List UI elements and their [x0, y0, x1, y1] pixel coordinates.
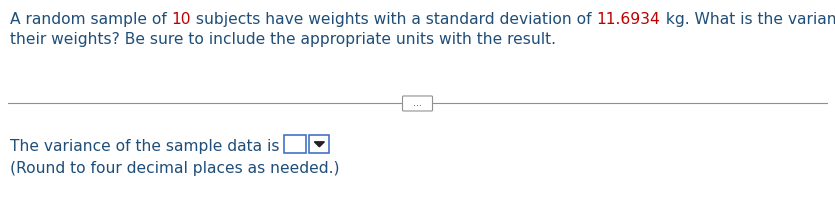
FancyBboxPatch shape [285, 135, 306, 153]
Text: A random sample of: A random sample of [10, 12, 172, 27]
Text: 10: 10 [172, 12, 191, 27]
Text: ...: ... [413, 99, 422, 108]
Text: (Round to four decimal places as needed.): (Round to four decimal places as needed.… [10, 161, 340, 176]
Text: kg. What is the variance of: kg. What is the variance of [660, 12, 835, 27]
Text: subjects have weights with a standard deviation of: subjects have weights with a standard de… [191, 12, 597, 27]
Text: The variance of the sample data is: The variance of the sample data is [10, 139, 285, 154]
FancyBboxPatch shape [402, 96, 433, 111]
Polygon shape [314, 142, 324, 147]
Text: 11.6934: 11.6934 [597, 12, 660, 27]
FancyBboxPatch shape [310, 135, 329, 153]
Text: their weights? Be sure to include the appropriate units with the result.: their weights? Be sure to include the ap… [10, 32, 556, 47]
